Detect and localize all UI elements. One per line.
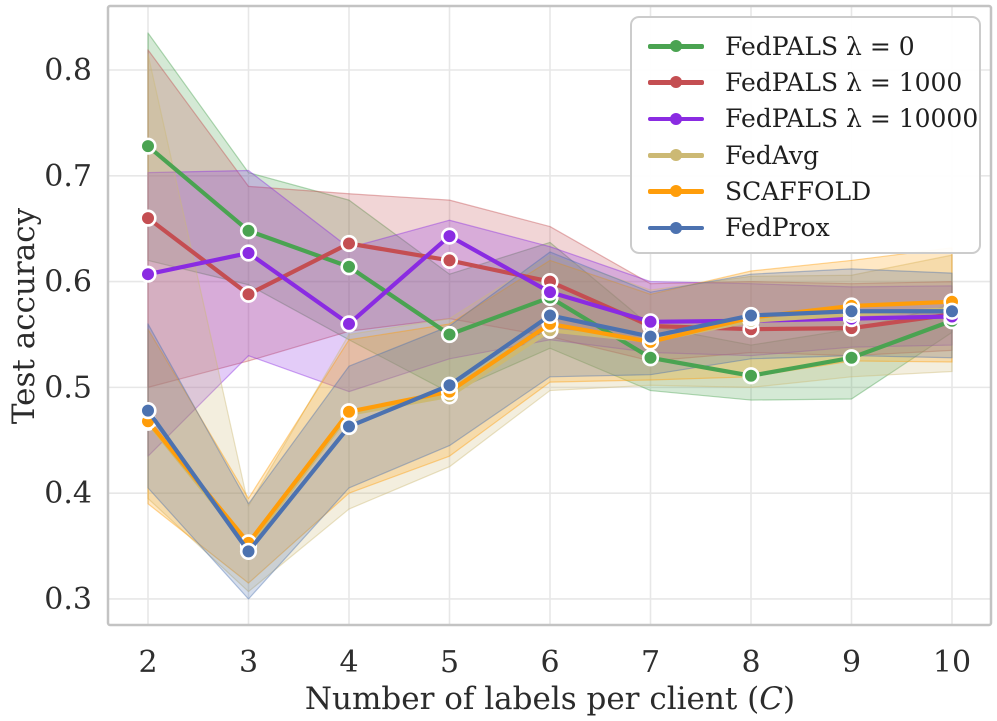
y-axis-label: Test accuracy: [6, 208, 42, 424]
legend-line-marker-icon: [648, 221, 704, 234]
legend-label: FedPALS λ = 0: [725, 31, 915, 61]
legend: FedPALS λ = 0 FedPALS λ = 1000 FedPALS λ…: [630, 16, 981, 254]
svg-text:0.3: 0.3: [44, 582, 92, 617]
legend-line-marker-icon: [648, 40, 704, 53]
svg-text:10: 10: [933, 645, 971, 680]
legend-item: FedAvg: [648, 137, 973, 173]
x-axis-label: Number of labels per client (C): [305, 681, 795, 717]
legend-item: SCAFFOLD: [648, 173, 973, 209]
svg-text:0.5: 0.5: [44, 370, 92, 405]
svg-text:8: 8: [741, 645, 760, 680]
svg-text:9: 9: [842, 645, 861, 680]
legend-item: FedProx: [648, 209, 973, 245]
svg-text:0.6: 0.6: [44, 265, 92, 300]
svg-text:0.8: 0.8: [44, 53, 92, 88]
legend-label: FedPALS λ = 1000: [725, 67, 963, 97]
x-axis-label-prefix: Number of labels per client (: [304, 681, 760, 717]
legend-label: FedProx: [725, 213, 830, 243]
legend-label: FedAvg: [725, 140, 819, 170]
svg-text:6: 6: [540, 645, 559, 680]
legend-line-marker-icon: [648, 149, 704, 162]
legend-line-marker-icon: [648, 112, 704, 125]
svg-text:5: 5: [440, 645, 459, 680]
x-axis-label-variable: C: [759, 681, 783, 717]
legend-item: FedPALS λ = 1000: [648, 64, 973, 100]
svg-text:7: 7: [641, 645, 660, 680]
legend-line-marker-icon: [648, 185, 704, 198]
svg-text:0.7: 0.7: [44, 159, 92, 194]
legend-item: FedPALS λ = 10000: [648, 101, 978, 137]
legend-line-marker-icon: [648, 76, 704, 89]
svg-text:0.4: 0.4: [44, 476, 92, 511]
svg-text:2: 2: [138, 645, 157, 680]
legend-label: FedPALS λ = 10000: [725, 104, 979, 134]
svg-text:3: 3: [239, 645, 258, 680]
x-axis-label-suffix: ): [783, 681, 796, 717]
legend-item: FedPALS λ = 0: [648, 28, 973, 64]
y-axis-label-text: Test accuracy: [6, 207, 42, 425]
legend-label: SCAFFOLD: [725, 176, 872, 206]
svg-text:4: 4: [339, 645, 358, 680]
